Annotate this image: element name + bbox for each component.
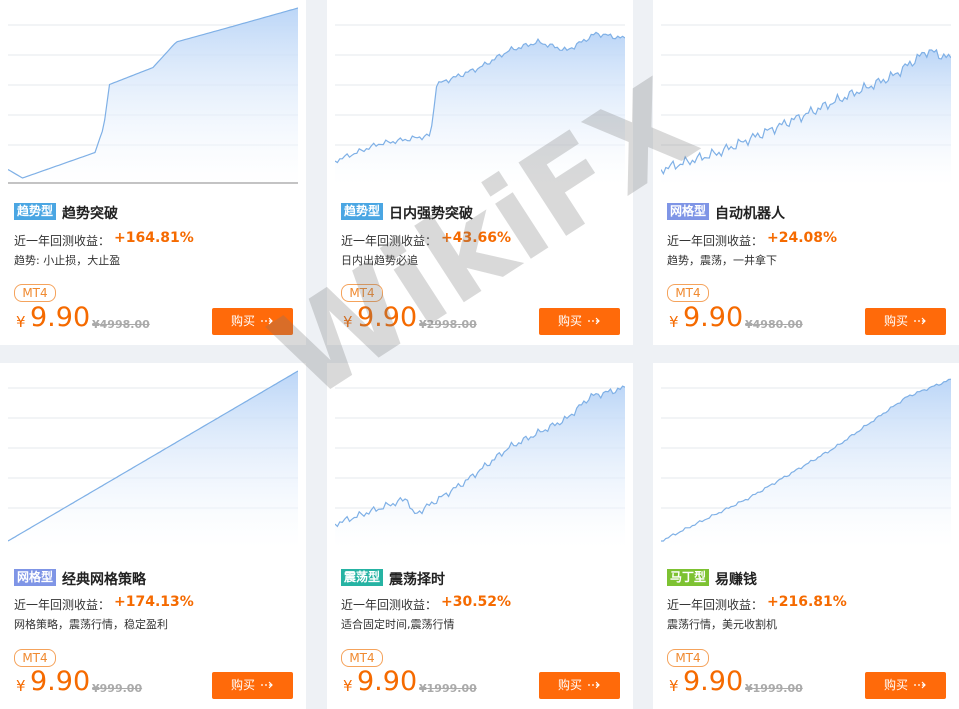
arrow-icon bbox=[582, 314, 601, 328]
platform-badge: MT4 bbox=[341, 649, 383, 667]
equity-chart bbox=[8, 370, 298, 548]
strategy-tag: 震荡型 bbox=[341, 569, 384, 586]
price: 9.90 bbox=[30, 302, 91, 333]
return-label: 近一年回测收益： bbox=[14, 598, 111, 612]
return-value: +24.08% bbox=[767, 230, 838, 246]
strategy-tag: 网格型 bbox=[14, 569, 57, 586]
arrow-icon bbox=[582, 678, 601, 692]
strategy-tag: 趋势型 bbox=[14, 203, 57, 220]
currency: ¥ bbox=[16, 313, 26, 331]
return-label: 近一年回测收益： bbox=[667, 234, 764, 248]
strategy-title: 震荡择时 bbox=[389, 572, 445, 588]
price: 9.90 bbox=[683, 666, 744, 697]
return-value: +43.66% bbox=[441, 230, 512, 246]
platform-badge: MT4 bbox=[667, 284, 709, 302]
price: 9.90 bbox=[357, 666, 418, 697]
strategy-tag: 马丁型 bbox=[667, 569, 710, 586]
price: 9.90 bbox=[357, 302, 418, 333]
strategy-title: 日内强势突破 bbox=[389, 206, 473, 222]
return-label: 近一年回测收益： bbox=[14, 234, 111, 248]
equity-chart bbox=[661, 378, 951, 548]
currency: ¥ bbox=[343, 677, 353, 695]
platform-badge: MT4 bbox=[14, 284, 56, 302]
currency: ¥ bbox=[669, 313, 679, 331]
original-price: ¥4998.00 bbox=[92, 318, 150, 331]
original-price: ¥4980.00 bbox=[745, 318, 803, 331]
return-value: +164.81% bbox=[114, 230, 194, 246]
product-card: 网格型 自动机器人近一年回测收益： +24.08% 趋势，震荡，一井拿下 MT4 ¥9.9… bbox=[653, 0, 959, 345]
description: 趋势: 小止损，大止盈 bbox=[14, 254, 121, 267]
buy-button[interactable]: 购买 bbox=[212, 308, 293, 335]
product-card: 震荡型 震荡择时近一年回测收益： +30.52% 适合固定时间,震荡行情 MT4 ¥9.9… bbox=[327, 363, 633, 709]
buy-button[interactable]: 购买 bbox=[539, 308, 620, 335]
platform-badge: MT4 bbox=[14, 649, 56, 667]
equity-chart bbox=[335, 385, 625, 548]
product-card: 网格型 经典网格策略近一年回测收益： +174.13% 网格策略，震荡行情，稳定盈利 M… bbox=[0, 363, 306, 709]
arrow-icon bbox=[908, 314, 927, 328]
return-value: +30.52% bbox=[441, 594, 512, 610]
buy-label: 购买 bbox=[557, 678, 582, 692]
arrow-icon bbox=[255, 678, 274, 692]
buy-button[interactable]: 购买 bbox=[539, 672, 620, 699]
buy-button[interactable]: 购买 bbox=[865, 308, 946, 335]
product-card: 马丁型 易赚钱近一年回测收益： +216.81% 震荡行情，美元收割机 MT4 ¥9.90… bbox=[653, 363, 959, 709]
price: 9.90 bbox=[30, 666, 91, 697]
description: 适合固定时间,震荡行情 bbox=[341, 618, 455, 631]
currency: ¥ bbox=[669, 677, 679, 695]
return-value: +216.81% bbox=[767, 594, 847, 610]
return-label: 近一年回测收益： bbox=[667, 598, 764, 612]
strategy-tag: 网格型 bbox=[667, 203, 710, 220]
buy-label: 购买 bbox=[883, 678, 908, 692]
return-label: 近一年回测收益： bbox=[341, 234, 438, 248]
strategy-title: 易赚钱 bbox=[715, 572, 757, 588]
price: 9.90 bbox=[683, 302, 744, 333]
original-price: ¥1999.00 bbox=[745, 682, 803, 695]
equity-chart bbox=[335, 24, 625, 185]
buy-label: 购买 bbox=[883, 314, 908, 328]
strategy-tag: 趋势型 bbox=[341, 203, 384, 220]
currency: ¥ bbox=[343, 313, 353, 331]
buy-label: 购买 bbox=[557, 314, 582, 328]
buy-button[interactable]: 购买 bbox=[212, 672, 293, 699]
strategy-title: 趋势突破 bbox=[62, 206, 118, 222]
return-label: 近一年回测收益： bbox=[341, 598, 438, 612]
description: 震荡行情，美元收割机 bbox=[667, 618, 777, 631]
platform-badge: MT4 bbox=[667, 649, 709, 667]
buy-label: 购买 bbox=[230, 314, 255, 328]
strategy-title: 经典网格策略 bbox=[62, 572, 146, 588]
equity-chart bbox=[661, 24, 951, 185]
arrow-icon bbox=[255, 314, 274, 328]
buy-button[interactable]: 购买 bbox=[865, 672, 946, 699]
currency: ¥ bbox=[16, 677, 26, 695]
return-value: +174.13% bbox=[114, 594, 194, 610]
buy-label: 购买 bbox=[230, 678, 255, 692]
description: 日内出趋势必追 bbox=[341, 254, 418, 267]
product-card: 趋势型 日内强势突破近一年回测收益： +43.66% 日内出趋势必追 MT4 ¥9.90 ¥… bbox=[327, 0, 633, 345]
description: 网格策略，震荡行情，稳定盈利 bbox=[14, 618, 168, 631]
product-card: 趋势型 趋势突破近一年回测收益： +164.81% 趋势: 小止损，大止盈 MT4 ¥9.… bbox=[0, 0, 306, 345]
equity-chart bbox=[8, 7, 298, 185]
platform-badge: MT4 bbox=[341, 284, 383, 302]
original-price: ¥1999.00 bbox=[419, 682, 477, 695]
arrow-icon bbox=[908, 678, 927, 692]
description: 趋势，震荡，一井拿下 bbox=[667, 254, 777, 267]
strategy-title: 自动机器人 bbox=[715, 206, 785, 222]
original-price: ¥999.00 bbox=[92, 682, 143, 695]
original-price: ¥2998.00 bbox=[419, 318, 477, 331]
